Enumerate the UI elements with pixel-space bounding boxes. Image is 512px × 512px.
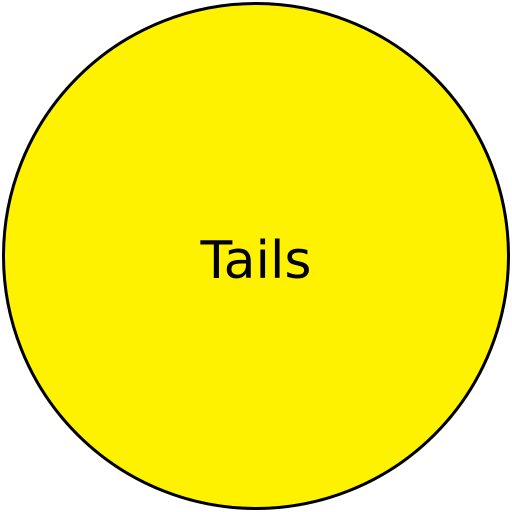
- coin-face-label: Tails: [200, 231, 312, 291]
